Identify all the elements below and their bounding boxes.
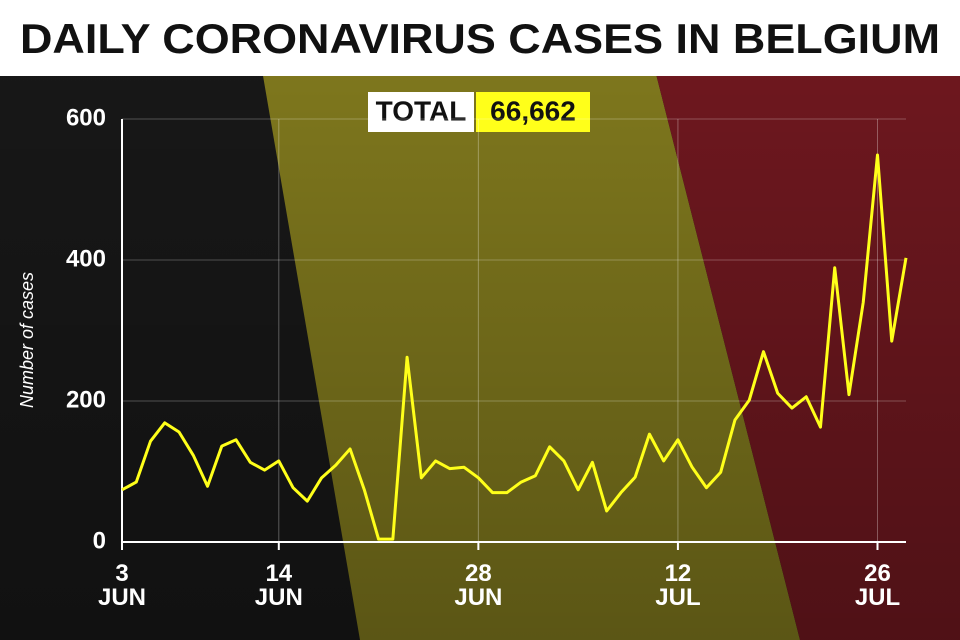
y-tick-label: 400	[66, 245, 106, 272]
x-tick-label: 14 JUN	[254, 560, 303, 611]
shade	[0, 70, 960, 640]
y-tick-label: 600	[66, 104, 106, 131]
x-tick-label: 28 JUN	[454, 560, 503, 611]
data-line	[121, 153, 908, 541]
total-value-box	[476, 92, 590, 132]
total-value: 66,662	[490, 95, 576, 126]
y-axis-label: Number of cases	[17, 272, 37, 408]
total-box	[368, 92, 474, 132]
y-tick-label: 0	[93, 527, 106, 554]
x-tick-label: 12 JUL	[655, 560, 701, 611]
x-tick-label: 26 JUL	[854, 560, 901, 611]
chart-title: DAILY CORONAVIRUS CASES IN BELGIUM	[20, 15, 940, 62]
y-tick-label: 200	[66, 386, 106, 413]
title-bar	[0, 0, 960, 76]
total-label: TOTAL	[376, 95, 467, 126]
x-tick-label: 3 JUN	[97, 560, 147, 611]
